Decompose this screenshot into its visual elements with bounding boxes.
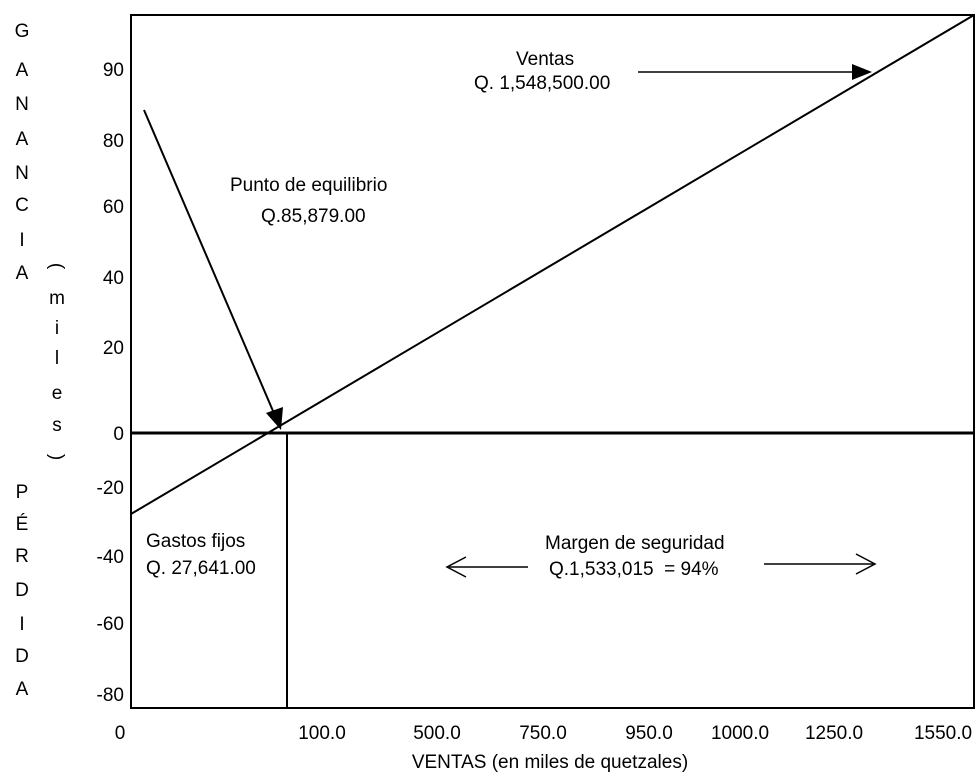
y-tick-label: 90 [103, 60, 124, 81]
y-axis-units-letter: m [49, 288, 65, 309]
y-axis-label-letter: A [16, 129, 29, 150]
gastos-fijos-value: Q. 27,641.00 [146, 558, 256, 579]
y-tick-labels: 90 80 60 40 20 0 -20 -40 -60 -80 [97, 60, 124, 706]
y-axis-label-letter: R [15, 546, 29, 567]
x-tick-label: 750.0 [519, 723, 567, 744]
y-axis-units-letter: ) [46, 454, 67, 460]
y-axis-units-letter: ( [46, 263, 67, 270]
ventas-arrowhead [852, 64, 872, 80]
y-tick-label: 0 [113, 424, 124, 445]
y-axis-label-letter: D [15, 646, 29, 667]
y-tick-label: 80 [103, 131, 124, 152]
x-tick-label: 950.0 [625, 723, 673, 744]
plot-frame [130, 14, 975, 709]
x-tick-label: 1000.0 [711, 723, 769, 744]
y-axis-label-letter: C [15, 195, 29, 216]
y-axis-label-letter: I [19, 230, 24, 251]
y-axis-label-letter: A [16, 263, 29, 284]
margen-left-arrowhead [445, 556, 467, 578]
x-axis-label: VENTAS (en miles de quetzales) [412, 752, 688, 773]
y-axis-label-letter: D [15, 580, 29, 601]
y-tick-label: -20 [97, 478, 124, 499]
y-tick-label: -80 [97, 685, 124, 706]
x-tick-label: 100.0 [298, 723, 346, 744]
margen-seguridad-value: Q.1,533,015 = 94% [549, 559, 719, 580]
punto-equilibrio-label: Punto de equilibrio [230, 175, 387, 196]
y-tick-label: 60 [103, 197, 124, 218]
punto-equilibrio-value: Q.85,879.00 [261, 206, 366, 227]
x-tick-label: 0 [115, 723, 126, 744]
y-axis-units-letter: l [55, 348, 59, 369]
y-axis-label-letter: P [16, 482, 29, 503]
ventas-label: Ventas [516, 49, 574, 70]
y-tick-label: 20 [103, 338, 124, 359]
y-axis-label-letter: N [15, 94, 29, 115]
x-tick-labels: 0 100.0 500.0 750.0 950.0 1000.0 1250.0 1550.0 [115, 723, 972, 744]
x-tick-label: 500.0 [413, 723, 461, 744]
y-axis-units-letter: s [52, 415, 62, 436]
x-tick-label: 1250.0 [805, 723, 863, 744]
y-axis-label-letter: A [16, 60, 29, 81]
y-tick-label: -40 [97, 547, 124, 568]
y-axis-label-letter: G [15, 21, 30, 42]
y-tick-label: 40 [103, 268, 124, 289]
x-tick-label: 1550.0 [914, 723, 972, 744]
margen-seguridad-label: Margen de seguridad [545, 533, 725, 554]
y-axis-label-letter: N [15, 163, 29, 184]
breakeven-arrowhead [266, 407, 283, 430]
ventas-value: Q. 1,548,500.00 [474, 73, 610, 94]
y-axis-label-letter: É [16, 514, 29, 535]
gastos-fijos-label: Gastos fijos [146, 531, 245, 552]
y-axis-units-letter: e [52, 383, 63, 404]
margen-right-arrowhead [855, 553, 877, 575]
y-tick-label: -60 [97, 614, 124, 635]
breakeven-arrow-line [143, 109, 277, 419]
y-axis-label-letter: I [19, 614, 24, 635]
y-axis-label-letter: A [16, 679, 29, 700]
y-axis-units-letter: i [55, 318, 59, 339]
sales-line [130, 14, 975, 515]
